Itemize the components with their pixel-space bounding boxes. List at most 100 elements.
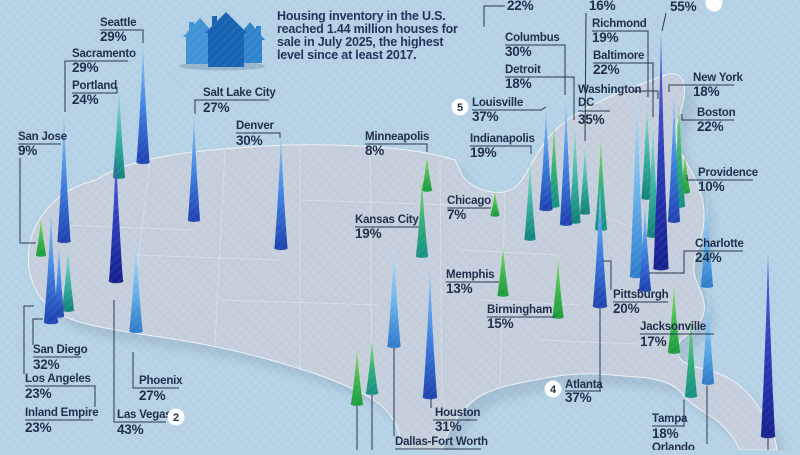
spike-las-vegas	[108, 152, 124, 284]
city-name: DC	[578, 97, 594, 109]
city-value: 19%	[470, 145, 497, 160]
spike-dallas-fort-worth	[387, 245, 401, 349]
city-name: Atlanta	[565, 379, 603, 391]
spike-unlabeled	[365, 341, 379, 450]
city-value: 7%	[447, 207, 466, 222]
city-value: 29%	[100, 29, 127, 44]
leader-line	[645, 62, 654, 117]
leader-line	[686, 175, 698, 181]
leader-line	[110, 87, 118, 94]
city-name: Sacramento	[72, 48, 136, 60]
city-name: San Diego	[33, 344, 88, 356]
spike-louisville	[539, 108, 553, 212]
city-value: 18%	[652, 426, 679, 441]
spike-charlotte	[638, 205, 652, 292]
house-glyph	[205, 12, 247, 67]
city-value: 31%	[435, 419, 462, 434]
city-name: Jacksonville	[640, 321, 706, 333]
city-value: 55%	[670, 0, 697, 14]
spike-tampa	[684, 318, 698, 398]
city-label-55-: 55%	[661, 0, 697, 32]
city-name: Baltimore	[593, 50, 644, 62]
spike-minneapolis	[421, 157, 433, 192]
city-value: 32%	[33, 357, 60, 372]
spike-kansas-city	[415, 181, 429, 258]
title-line: sale in July 2025, the highest	[277, 35, 444, 49]
leader-line	[113, 300, 117, 423]
city-value: 23%	[25, 420, 52, 435]
city-name: Houston	[435, 407, 480, 419]
spike-layer	[35, 34, 776, 450]
city-name: Boston	[697, 107, 736, 119]
spike-phoenix	[129, 238, 143, 334]
city-value: 16%	[589, 0, 616, 13]
city-value: 30%	[236, 133, 263, 148]
city-value: 22%	[507, 0, 534, 13]
city-name: Salt Lake City	[203, 87, 276, 99]
city-name: Denver	[236, 120, 275, 132]
city-value: 37%	[472, 109, 499, 124]
spike-san-jose	[35, 219, 47, 257]
spike-inland-empire	[61, 247, 75, 312]
spike-columbus	[559, 99, 573, 226]
leader-line	[529, 145, 532, 154]
leader-line	[640, 30, 649, 97]
leader-line	[546, 76, 575, 120]
leader-line	[132, 352, 139, 389]
leader-line	[23, 305, 34, 374]
leader-line	[681, 114, 697, 121]
city-name: Birmingham	[487, 304, 552, 316]
city-value: 20%	[613, 301, 640, 316]
leader-line	[556, 44, 566, 95]
circled-number-badge: 4	[544, 380, 562, 398]
spike-denver	[274, 134, 288, 251]
spike-portland	[112, 85, 126, 179]
leader-line	[134, 29, 144, 43]
city-name: San Jose	[18, 131, 67, 143]
city-value: 23%	[25, 386, 52, 401]
spike-unlabeled	[700, 192, 714, 288]
spike-unlabeled	[350, 350, 364, 450]
city-value: 18%	[693, 84, 720, 99]
city-value: 22%	[697, 119, 724, 134]
city-value: 37%	[565, 390, 592, 405]
city-value: 24%	[72, 92, 99, 107]
city-label-dallas-fort-worth: Dallas-Fort Worth	[393, 348, 488, 450]
leader-line	[584, 12, 587, 142]
spike-atlanta	[592, 186, 608, 309]
city-name: Detroit	[505, 64, 541, 76]
leader-line	[603, 260, 612, 290]
spike-detroit	[569, 124, 581, 224]
leader-line	[633, 90, 659, 99]
leader-line	[661, 12, 667, 32]
leader-line	[64, 60, 72, 112]
spike-indianapolis	[524, 158, 536, 241]
city-name: Richmond	[592, 18, 647, 30]
city-name: Memphis	[446, 269, 494, 281]
city-value: 15%	[487, 316, 514, 331]
city-name: Columbus	[505, 32, 560, 44]
city-name: New York	[693, 72, 744, 84]
city-value: 8%	[365, 143, 384, 158]
city-value: 13%	[446, 281, 473, 296]
